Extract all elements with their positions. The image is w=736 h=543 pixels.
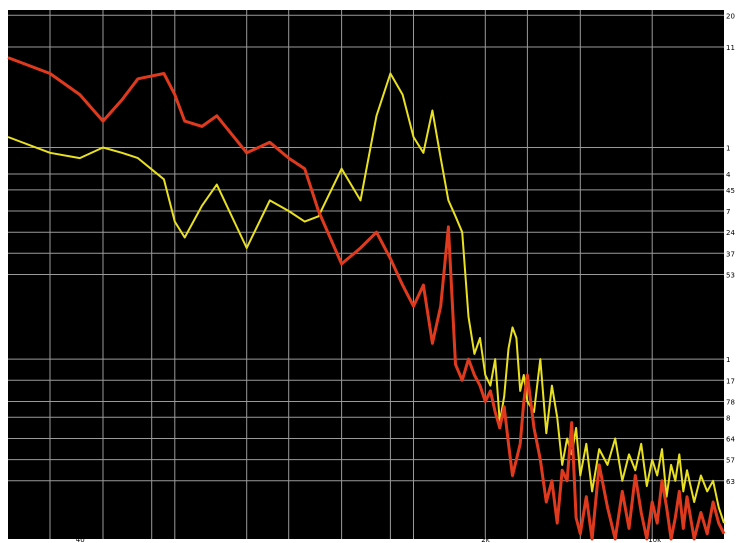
y-tick-label: 20 bbox=[726, 12, 735, 20]
y-tick-label: 45 bbox=[726, 187, 735, 195]
series-line-yellow bbox=[7, 72, 725, 524]
y-tick-label: 24 bbox=[726, 229, 735, 237]
x-tick-label: 2k bbox=[481, 536, 490, 543]
y-tick-label: 7 bbox=[726, 208, 730, 216]
y-tick-label: 8 bbox=[726, 414, 730, 422]
y-tick-label: 53 bbox=[726, 272, 735, 280]
series-line-red bbox=[7, 56, 726, 541]
x-tick-label: 40 bbox=[76, 536, 85, 543]
y-tick-label: 4 bbox=[726, 171, 731, 179]
y-tick-label: 1 bbox=[726, 356, 730, 364]
y-tick-label: 11 bbox=[726, 44, 735, 52]
y-tick-label: 37 bbox=[726, 250, 735, 258]
y-tick-label: 17 bbox=[726, 377, 735, 385]
y-tick-label: 78 bbox=[726, 399, 735, 407]
grid-lines bbox=[8, 10, 724, 539]
y-tick-label: 57 bbox=[726, 457, 735, 465]
x-tick-label: 10k bbox=[648, 536, 662, 543]
y-tick-label: 1 bbox=[726, 145, 730, 153]
series-lines bbox=[7, 56, 726, 541]
x-tick-labels: 40 2k 10k bbox=[76, 536, 662, 543]
y-tick-label: 63 bbox=[726, 478, 735, 486]
y-tick-label: 64 bbox=[726, 436, 735, 444]
